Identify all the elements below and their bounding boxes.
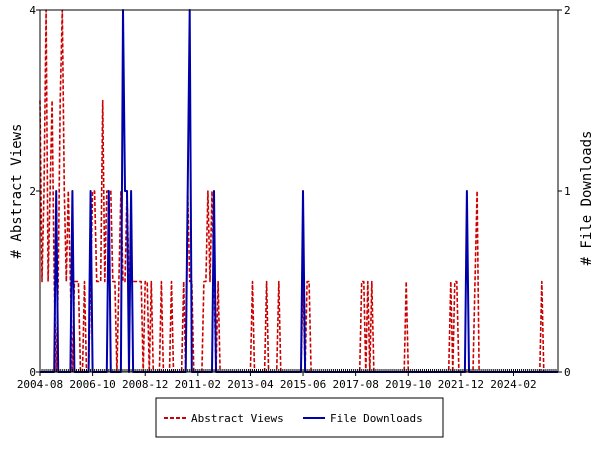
y-axis-right-label: # File Downloads xyxy=(579,131,595,266)
y-right-tick-label: 0 xyxy=(564,366,571,379)
legend-label-abstract-views: Abstract Views xyxy=(191,412,284,425)
series-layer xyxy=(39,9,558,373)
x-tick-label: 2013-04 xyxy=(227,378,274,391)
x-tick-label: 2019-10 xyxy=(385,378,431,391)
plot-area xyxy=(39,9,558,373)
x-tick-label: 2004-08 xyxy=(17,378,63,391)
x-tick-label: 2017-08 xyxy=(332,378,378,391)
x-tick-label: 2008-12 xyxy=(122,378,168,391)
legend-box xyxy=(155,397,444,438)
y-right-tick-label: 2 xyxy=(564,4,571,17)
x-tick-label: 2011-02 xyxy=(175,378,221,391)
x-tick-label: 2015-06 xyxy=(280,378,326,391)
y-axis-left-label: # Abstract Views xyxy=(9,124,25,259)
y-right-tick-label: 1 xyxy=(564,185,571,198)
y-left-tick-label: 2 xyxy=(29,185,36,198)
legend-label-file-downloads: File Downloads xyxy=(330,412,423,425)
y-axis-right: 0 1 2 xyxy=(558,4,571,379)
y-axis-left: 0 2 4 xyxy=(29,4,40,379)
legend: Abstract Views File Downloads xyxy=(155,397,444,438)
y-left-tick-label: 4 xyxy=(29,4,36,17)
series-file-downloads xyxy=(40,9,558,373)
x-axis: 2004-08 2006-10 2008-12 2011-02 2013-04 2015-… xyxy=(17,369,559,391)
x-tick-label: 2021-12 xyxy=(438,378,484,391)
x-tick-label: 2006-10 xyxy=(69,378,115,391)
x-tick-label: 2024-02 xyxy=(490,378,536,391)
y-left-tick-label: 0 xyxy=(29,366,36,379)
